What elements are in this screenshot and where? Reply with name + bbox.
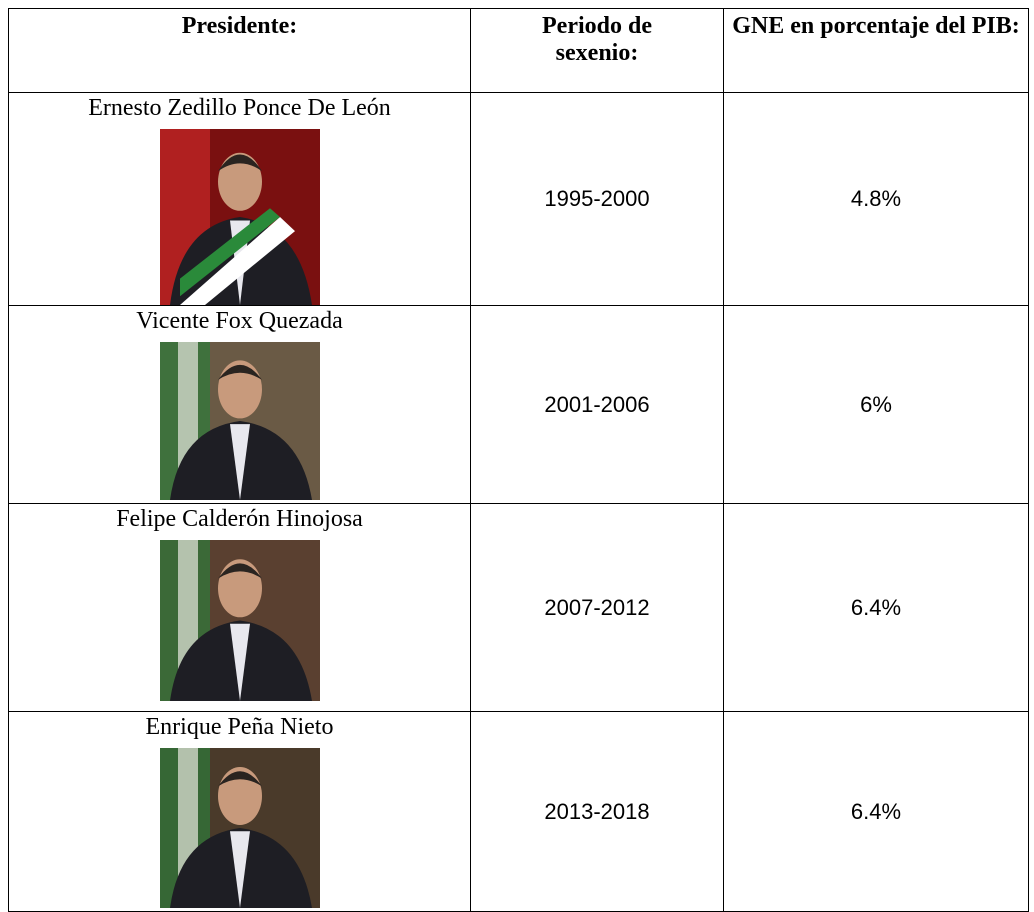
president-name: Felipe Calderón Hinojosa (116, 506, 363, 532)
row: Ernesto Zedillo Ponce De León 1995-2000 4.… (8, 92, 1029, 306)
row: Felipe Calderón Hinojosa 2007-2012 6.4% (8, 503, 1029, 712)
gne-cell: 4.8% (723, 92, 1029, 306)
photo-shape (217, 152, 262, 211)
period: 2001-2006 (544, 391, 650, 417)
photo-shape (229, 831, 250, 908)
photo-shape (179, 208, 280, 297)
header-cell: Periodo de sexenio: (470, 8, 724, 93)
gne-value: 6.4% (850, 594, 902, 620)
portrait (159, 342, 320, 500)
photo-shape (217, 767, 262, 825)
period-cell: 2001-2006 (470, 305, 724, 504)
table: Presidente: Periodo de sexenio: GNE en p… (8, 8, 1029, 912)
header-text: Periodo de sexenio: (542, 13, 652, 66)
gne-cell: 6% (723, 305, 1029, 504)
gne-value: 4.8% (850, 186, 902, 211)
photo-shape (217, 563, 262, 579)
period-cell: 2007-2012 (470, 503, 724, 712)
period: 2007-2012 (544, 594, 650, 620)
gne-cell: 6.4% (723, 503, 1029, 712)
portrait (159, 129, 320, 305)
photo-shape (179, 217, 295, 305)
period: 2013-2018 (544, 798, 650, 824)
photo-shape (217, 364, 262, 380)
president-name: Ernesto Zedillo Ponce De León (88, 95, 391, 121)
president-cell: Enrique Peña Nieto (8, 711, 471, 912)
photo-shape (217, 559, 262, 618)
period-cell: 2013-2018 (470, 711, 724, 912)
portrait (159, 540, 320, 701)
president-cell: Ernesto Zedillo Ponce De León (8, 92, 471, 306)
president-name: Vicente Fox Quezada (136, 308, 343, 334)
header-text: GNE en porcentaje del PIB: (732, 13, 1020, 39)
header-text: Presidente: (181, 13, 298, 39)
period: 1995-2000 (544, 186, 650, 211)
photo-shape (217, 360, 262, 419)
row: Vicente Fox Quezada 2001-2006 6% (8, 305, 1029, 504)
president-name: Enrique Peña Nieto (145, 714, 334, 740)
gne-cell: 6.4% (723, 711, 1029, 912)
header-cell: Presidente: (8, 8, 471, 93)
photo-shape (229, 623, 250, 701)
gne-value: 6% (860, 391, 892, 417)
president-cell: Vicente Fox Quezada (8, 305, 471, 504)
period-cell: 1995-2000 (470, 92, 724, 306)
photo-shape (229, 424, 250, 500)
portrait (159, 748, 320, 908)
header-cell: GNE en porcentaje del PIB: (723, 8, 1029, 93)
row: Enrique Peña Nieto 2013-2018 6.4% (8, 711, 1029, 912)
gne-value: 6.4% (850, 798, 902, 824)
photo-shape (217, 154, 262, 172)
header-row: Presidente: Periodo de sexenio: GNE en p… (8, 8, 1029, 93)
president-cell: Felipe Calderón Hinojosa (8, 503, 471, 712)
photo-shape (217, 771, 262, 787)
